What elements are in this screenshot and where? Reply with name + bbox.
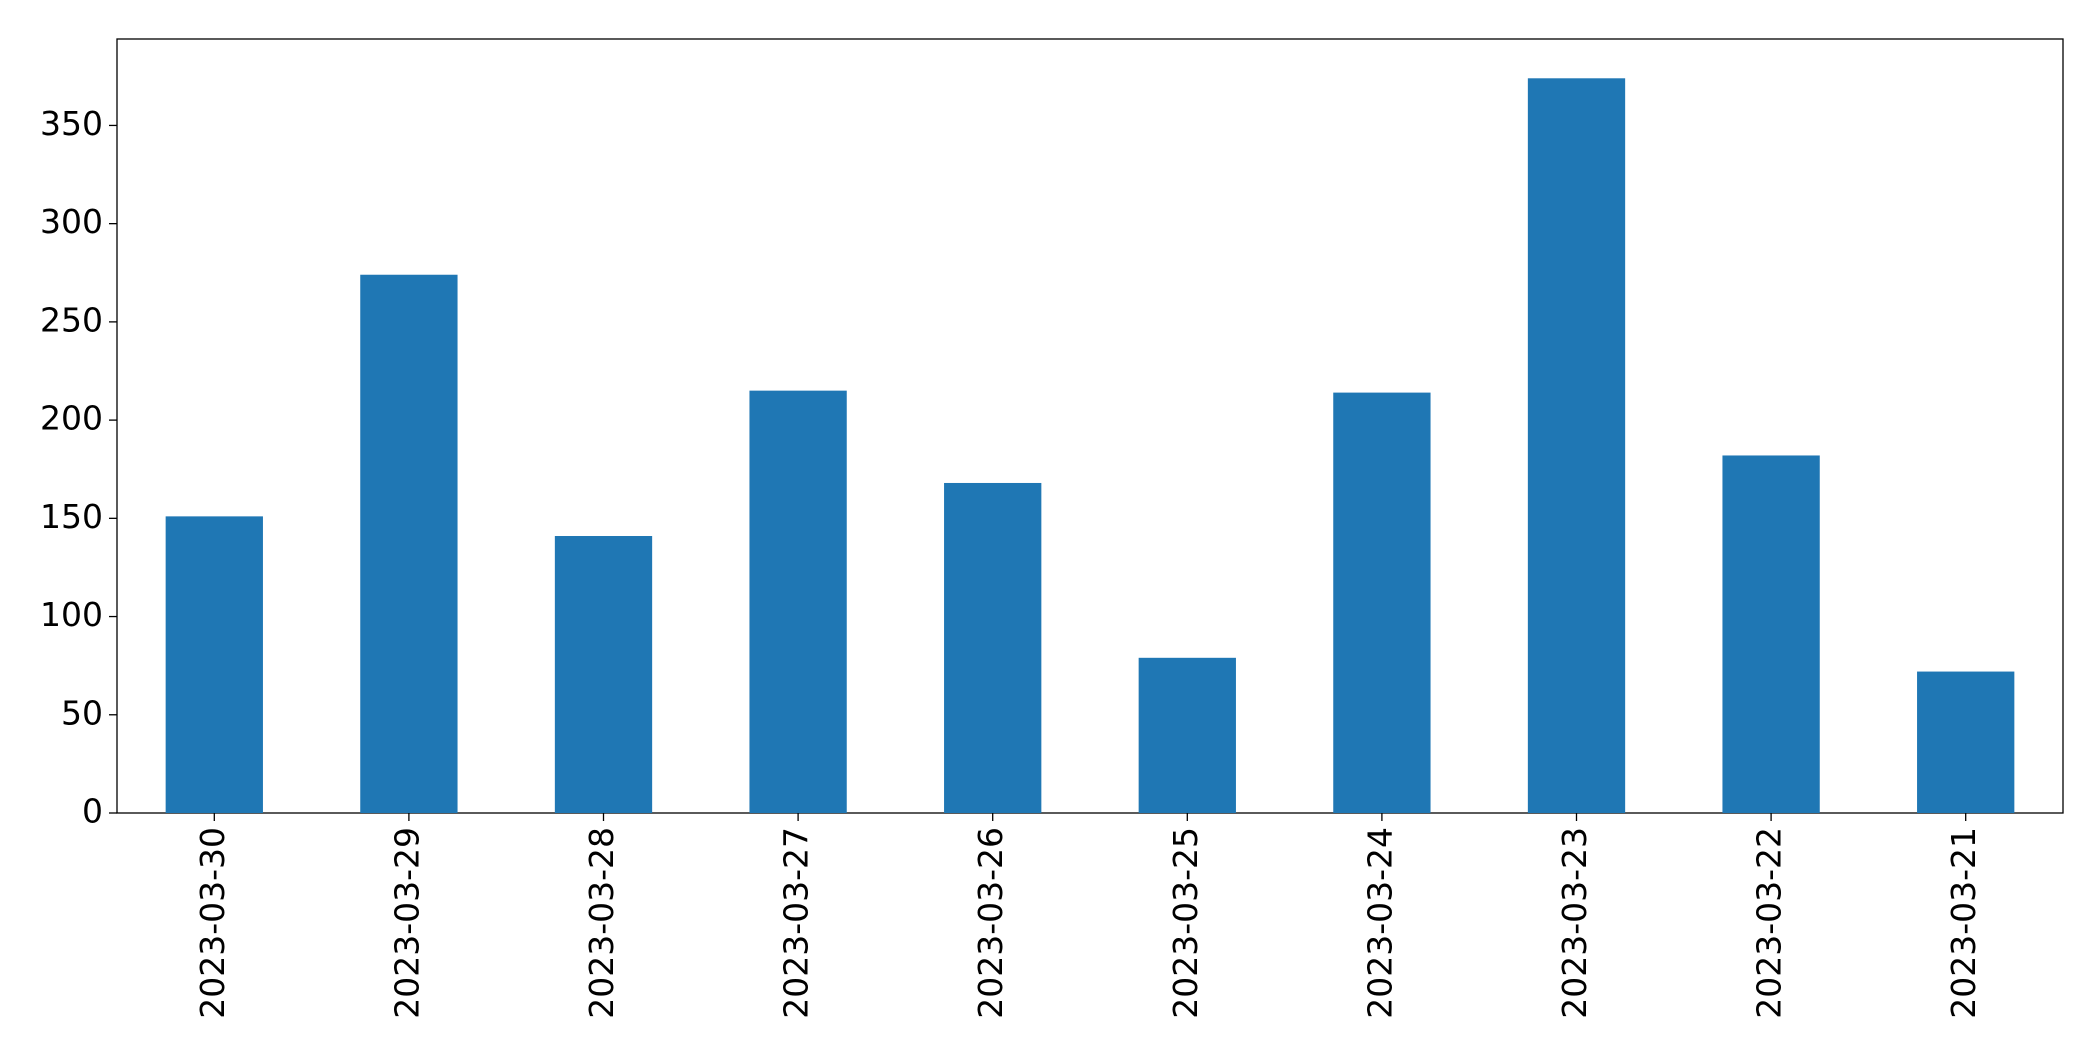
bar <box>1333 392 1431 813</box>
y-tick-label: 50 <box>61 693 103 732</box>
x-tick-label: 2023-03-21 <box>1944 827 1983 1019</box>
x-tick-label: 2023-03-22 <box>1750 827 1789 1019</box>
bar <box>1917 671 2015 813</box>
bar <box>554 536 653 813</box>
bar <box>1527 78 1626 814</box>
x-tick-label: 2023-03-28 <box>582 827 621 1019</box>
bar <box>360 274 458 813</box>
x-tick-label: 2023-03-26 <box>971 827 1010 1019</box>
x-tick-label: 2023-03-25 <box>1166 827 1205 1019</box>
x-tick-label: 2023-03-24 <box>1360 827 1399 1019</box>
y-tick-label: 150 <box>40 497 103 536</box>
bar <box>165 516 263 813</box>
plot-frame <box>116 38 2064 814</box>
x-tick-label: 2023-03-30 <box>193 827 232 1019</box>
y-tick-label: 250 <box>40 300 103 339</box>
x-tick-label: 2023-03-27 <box>777 827 816 1019</box>
y-tick-label: 350 <box>40 104 103 143</box>
y-tick-label: 100 <box>40 595 103 634</box>
bar <box>944 482 1042 813</box>
y-tick-label: 300 <box>40 202 103 241</box>
bar <box>1138 657 1236 813</box>
y-tick-label: 0 <box>82 792 103 831</box>
bar <box>749 390 847 813</box>
y-tick-label: 200 <box>40 399 103 438</box>
x-tick-label: 2023-03-29 <box>387 827 426 1019</box>
x-tick-label: 2023-03-23 <box>1555 827 1594 1019</box>
bar <box>1722 455 1820 813</box>
